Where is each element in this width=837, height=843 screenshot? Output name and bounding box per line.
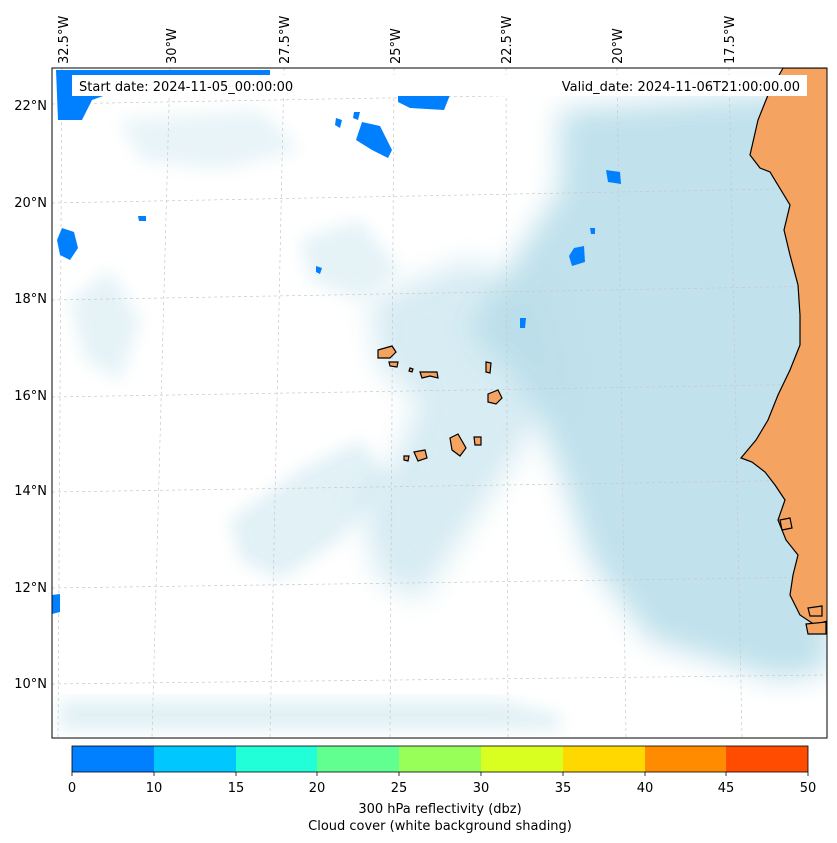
colorbar-tick-label: 15 [228,781,245,796]
colorbar-tick-label: 30 [473,781,490,796]
start-date-text: Start date: 2024-11-05_00:00:00 [79,80,293,95]
lon-label: 22.5°W [500,16,515,64]
colorbar-label: 300 hPa reflectivity (dbz) [358,802,521,817]
cape-verde-island [487,389,503,405]
lat-label: 22°N [14,99,47,114]
coast-island [805,621,827,635]
colorbar-segment [726,746,808,772]
lat-label: 12°N [14,581,47,596]
africa-coast [739,68,827,626]
reflectivity-patch [52,594,60,614]
cape-verde-island [449,433,467,457]
colorbar-segment [645,746,726,772]
colorbar-segment [236,746,317,772]
lon-label: 20°W [611,28,626,64]
reflectivity-patch [316,266,322,274]
colorbar-tick-label: 45 [718,781,735,796]
gridline-lon [57,68,63,738]
lon-label: 32.5°W [57,16,72,64]
cape-verde-islet [408,367,414,373]
lon-label: 27.5°W [278,16,293,64]
latitude-labels: 22°N 20°N 18°N 16°N 14°N 12°N 10°N [14,99,47,692]
lon-label: 25°W [389,28,404,64]
colorbar-tick-label: 50 [800,781,817,796]
gridline-lon [389,68,395,738]
lat-label: 20°N [14,196,47,211]
reflectivity-patch [353,112,360,120]
reflectivity-patch [590,228,595,234]
lat-label: 18°N [14,292,47,307]
colorbar-tick-label: 20 [309,781,326,796]
cape-verde-island [485,361,492,374]
lon-label: 17.5°W [723,16,738,64]
gridline-lon [505,68,509,738]
colorbar-tick-label: 10 [146,781,163,796]
graticule [52,68,827,738]
longitude-labels: 32.5°W 30°W 27.5°W 25°W 22.5°W 20°W 17.5… [57,16,738,64]
coast-island [807,605,823,617]
gridline-lon [269,68,285,738]
colorbar-segment [317,746,399,772]
colorbar-tick-label: 40 [637,781,654,796]
colorbar-tick-label: 0 [68,781,76,796]
reflectivity-patch [138,216,146,221]
gridline-lon [616,68,627,738]
colorbar-tick-label: 25 [391,781,408,796]
colorbar-segment [563,746,645,772]
colorbar-segment [399,746,481,772]
cape-verde-island [388,361,399,368]
reflectivity-patch [569,246,585,266]
gridline-lon [151,68,171,738]
lat-label: 10°N [14,677,47,692]
cape-verde-island [419,371,439,379]
colorbar-ticks [71,772,809,776]
colorbar: 0 10 15 20 25 30 35 40 45 50 300 hPa ref… [68,745,817,834]
map-plot-area [52,68,827,738]
coast-bay [779,517,793,531]
plot-frame [51,67,828,739]
colorbar-sublabel: Cloud cover (white background shading) [308,819,572,834]
reflectivity-patch [335,118,342,128]
colorbar-tick-label: 35 [555,781,572,796]
colorbar-frame [71,745,809,773]
reflectivity-patch [520,318,526,328]
cape-verde-island [413,449,428,462]
reflectivity-patch [57,228,78,260]
cape-verde-island [473,436,482,446]
cape-verde-island [403,455,410,462]
lat-label: 14°N [14,484,47,499]
header-box [72,75,807,96]
cape-verde-island [377,345,397,359]
lon-label: 30°W [165,28,180,64]
colorbar-segment [72,746,154,772]
colorbar-segment [481,746,563,772]
reflectivity-patch [356,122,392,158]
gridline-lon [728,68,743,738]
lat-label: 16°N [14,389,47,404]
land-layer [377,68,827,635]
colorbar-segment [154,746,236,772]
reflectivity-patch [606,170,621,184]
valid-date-text: Valid_date: 2024-11-06T21:00:00.00 [562,80,800,95]
reflectivity-patch [398,95,450,110]
